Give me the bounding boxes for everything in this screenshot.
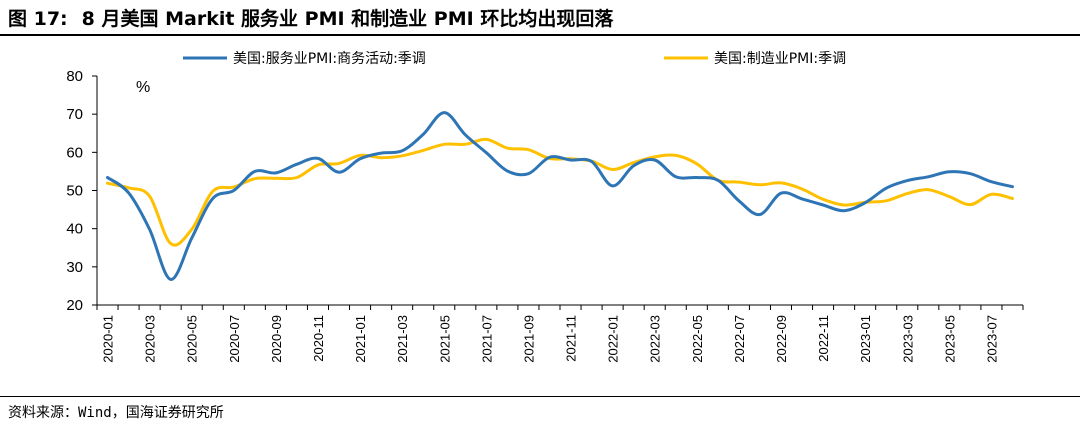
y-tick-label: 20 xyxy=(66,297,83,314)
x-tick-label: 2020-03 xyxy=(143,315,158,363)
x-tick-label: 2020-05 xyxy=(185,315,200,363)
y-tick-label: 30 xyxy=(66,259,83,276)
x-tick-label: 2021-01 xyxy=(353,315,368,363)
y-tick-label: 70 xyxy=(66,106,83,123)
source-note: 资料来源：Wind，国海证券研究所 xyxy=(8,405,224,421)
x-tick-label: 2022-09 xyxy=(774,315,789,363)
legend-label: 美国:制造业PMI:季调 xyxy=(714,51,846,67)
pmi-line-chart: 美国:服务业PMI:商务活动:季调 美国:制造业PMI:季调 % 20 30 40 50… xyxy=(66,51,1024,363)
x-tick-label: 2022-05 xyxy=(690,315,705,363)
x-tick-label: 2020-01 xyxy=(101,315,116,363)
x-tick-label: 2020-11 xyxy=(311,315,326,362)
chart-legend: 美国:服务业PMI:商务活动:季调 美国:制造业PMI:季调 xyxy=(183,51,846,67)
x-tick-label: 2020-09 xyxy=(269,315,284,363)
figure-number: 图 17: xyxy=(8,8,68,30)
x-tick-label: 2021-03 xyxy=(395,315,410,363)
y-unit-label: % xyxy=(136,79,150,96)
title-rule xyxy=(0,34,1080,36)
y-tick-label: 80 xyxy=(66,68,83,85)
y-tick-label: 60 xyxy=(66,144,83,161)
x-tick-label: 2020-07 xyxy=(227,315,242,363)
x-tick-label: 2023-05 xyxy=(942,315,957,363)
x-tick-label: 2023-03 xyxy=(900,315,915,363)
y-tick-label: 40 xyxy=(66,221,83,238)
x-tick-label: 2021-09 xyxy=(521,315,536,363)
x-tick-label: 2021-05 xyxy=(437,315,452,363)
series-line-services-pmi xyxy=(106,111,1014,281)
x-tick-label: 2022-03 xyxy=(648,315,663,363)
series-layer xyxy=(106,111,1014,281)
legend-label: 美国:服务业PMI:商务活动:季调 xyxy=(233,51,426,67)
source-rule xyxy=(0,396,1080,397)
x-tick-label: 2022-11 xyxy=(816,315,831,362)
x-axis: 2020-01 2020-03 2020-05 2020-07 2020-09 2020-… xyxy=(96,304,1024,363)
y-tick-label: 50 xyxy=(66,183,83,200)
x-tick-label: 2022-01 xyxy=(606,315,621,363)
figure-title: 图 17: 8 月美国 Markit 服务业 PMI 和制造业 PMI 环比均出现… xyxy=(8,4,613,34)
x-tick-label: 2023-01 xyxy=(858,315,873,363)
x-tick-label: 2023-07 xyxy=(984,315,999,363)
x-tick-label: 2021-07 xyxy=(479,315,494,363)
figure-title-text: 8 月美国 Markit 服务业 PMI 和制造业 PMI 环比均出现回落 xyxy=(81,8,614,30)
x-tick-label: 2022-07 xyxy=(732,315,747,363)
y-axis: 20 30 40 50 60 70 80 xyxy=(66,68,98,314)
x-tick-label: 2021-11 xyxy=(564,315,579,362)
series-line-manufacturing-pmi xyxy=(106,137,1014,247)
